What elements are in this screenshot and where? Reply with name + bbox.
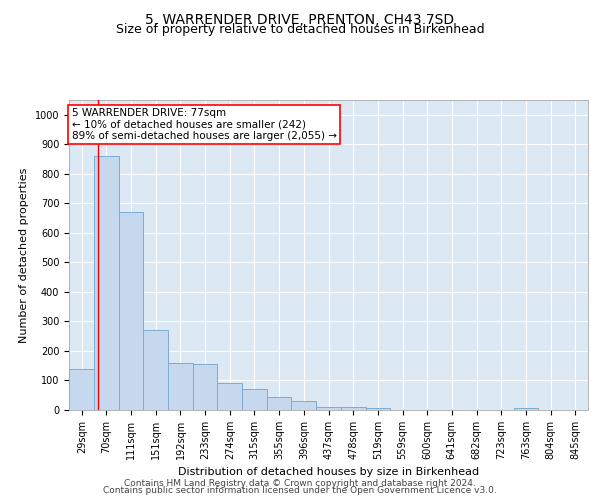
Text: 5 WARRENDER DRIVE: 77sqm
← 10% of detached houses are smaller (242)
89% of semi-: 5 WARRENDER DRIVE: 77sqm ← 10% of detach… (71, 108, 337, 141)
Bar (143, 330, 168, 410)
Bar (292, 401, 316, 410)
Bar (168, 363, 193, 410)
Y-axis label: Number of detached properties: Number of detached properties (19, 168, 29, 342)
Bar (119, 212, 143, 410)
Bar (316, 407, 341, 410)
Bar (70, 368, 94, 410)
Text: Contains HM Land Registry data © Crown copyright and database right 2024.: Contains HM Land Registry data © Crown c… (124, 478, 476, 488)
Bar (193, 364, 217, 410)
Bar (217, 384, 242, 410)
Bar (94, 156, 119, 410)
Bar (242, 390, 267, 410)
Text: 5, WARRENDER DRIVE, PRENTON, CH43 7SD: 5, WARRENDER DRIVE, PRENTON, CH43 7SD (145, 12, 455, 26)
X-axis label: Distribution of detached houses by size in Birkenhead: Distribution of detached houses by size … (178, 468, 479, 477)
Bar (514, 408, 538, 410)
Text: Size of property relative to detached houses in Birkenhead: Size of property relative to detached ho… (116, 22, 484, 36)
Bar (267, 396, 292, 410)
Text: Contains public sector information licensed under the Open Government Licence v3: Contains public sector information licen… (103, 486, 497, 495)
Bar (365, 408, 390, 410)
Bar (341, 407, 365, 410)
